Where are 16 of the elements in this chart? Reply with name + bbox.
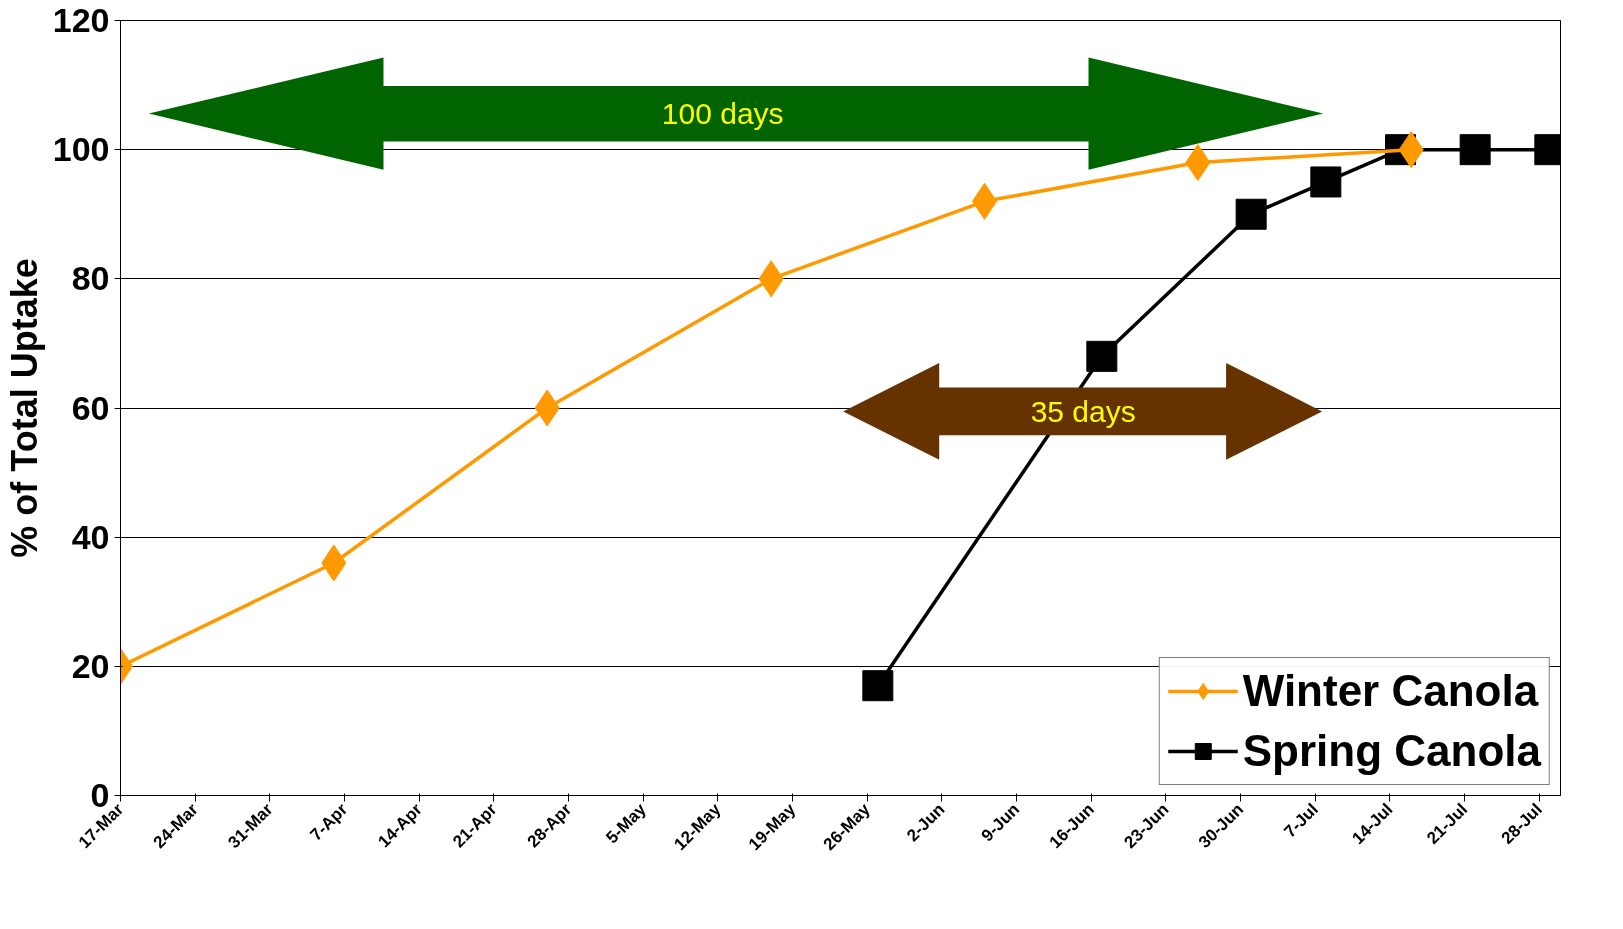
point — [1459, 134, 1491, 166]
y-tick-label: 40 — [71, 517, 110, 556]
y-tick-label: 120 — [52, 1, 110, 39]
legend-label: Spring Canola — [1242, 726, 1541, 776]
y-axis-title: % of Total Uptake — [3, 258, 45, 558]
legend-label: Winter Canola — [1242, 666, 1539, 716]
point — [1235, 198, 1267, 230]
point — [1310, 166, 1342, 198]
y-tick-label: 60 — [71, 388, 110, 427]
y-tick-label: 100 — [52, 130, 110, 169]
point — [1086, 340, 1118, 372]
annotation: 35 days — [1030, 394, 1136, 428]
point — [862, 670, 894, 702]
y-tick-label: 20 — [71, 646, 110, 685]
y-tick-label: 80 — [71, 259, 110, 298]
annotation: 100 days — [661, 96, 784, 130]
